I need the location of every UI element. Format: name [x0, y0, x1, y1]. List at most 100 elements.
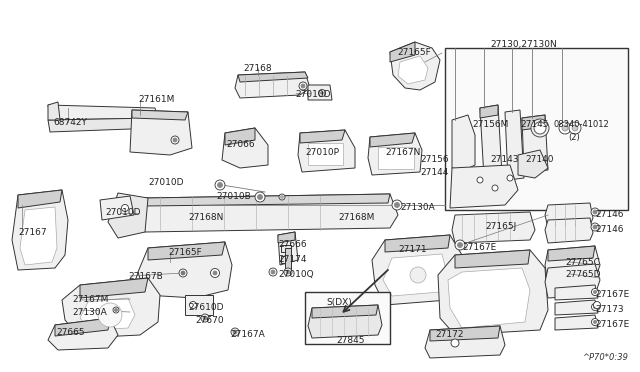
Polygon shape [62, 278, 160, 338]
Circle shape [218, 183, 223, 187]
Circle shape [319, 90, 326, 96]
Text: 27161M: 27161M [138, 95, 174, 104]
Polygon shape [138, 194, 398, 232]
Text: 27146: 27146 [595, 210, 623, 219]
Circle shape [115, 308, 118, 311]
Text: 27010D: 27010D [105, 208, 141, 217]
Polygon shape [145, 194, 390, 206]
Circle shape [173, 138, 177, 142]
Polygon shape [545, 246, 600, 283]
Circle shape [286, 270, 290, 274]
Polygon shape [555, 300, 598, 315]
Polygon shape [452, 212, 535, 243]
Polygon shape [545, 203, 593, 228]
Circle shape [231, 328, 239, 336]
Polygon shape [55, 318, 110, 336]
Circle shape [531, 119, 549, 137]
Polygon shape [385, 235, 450, 252]
Circle shape [179, 269, 187, 277]
Polygon shape [480, 105, 498, 118]
Bar [445, 48, 628, 210]
Polygon shape [438, 250, 548, 335]
Text: 27171: 27171 [398, 245, 427, 254]
Polygon shape [548, 246, 595, 261]
Text: 27167: 27167 [18, 228, 47, 237]
Text: 27143: 27143 [490, 155, 518, 164]
Circle shape [593, 210, 597, 214]
Text: 27010D: 27010D [295, 90, 330, 99]
Text: 27010B: 27010B [216, 192, 251, 201]
Text: 27165J: 27165J [485, 222, 516, 231]
Polygon shape [48, 118, 157, 132]
Circle shape [203, 316, 207, 320]
Circle shape [591, 223, 599, 231]
Text: 27167N: 27167N [385, 148, 420, 157]
Circle shape [591, 304, 598, 311]
Text: 27167M: 27167M [72, 295, 108, 304]
Text: 27174: 27174 [278, 255, 307, 264]
Circle shape [213, 271, 217, 275]
Polygon shape [505, 110, 524, 180]
Polygon shape [450, 165, 518, 208]
Polygon shape [222, 128, 268, 168]
Polygon shape [430, 326, 500, 341]
Polygon shape [522, 115, 548, 172]
Text: 27167E: 27167E [595, 320, 629, 329]
Circle shape [280, 196, 284, 199]
Polygon shape [312, 305, 378, 318]
Polygon shape [390, 42, 415, 62]
Polygon shape [545, 264, 600, 298]
Circle shape [410, 267, 426, 283]
Circle shape [269, 268, 277, 276]
Bar [378, 147, 414, 169]
Polygon shape [372, 235, 462, 305]
Polygon shape [238, 72, 308, 82]
Text: 27173: 27173 [595, 305, 623, 314]
Polygon shape [80, 298, 135, 330]
Text: S: S [536, 125, 541, 131]
Text: 27845: 27845 [336, 336, 365, 345]
Polygon shape [308, 85, 332, 100]
Polygon shape [132, 110, 188, 120]
Circle shape [211, 269, 220, 278]
Circle shape [569, 122, 581, 134]
Circle shape [591, 318, 598, 326]
Circle shape [392, 200, 402, 210]
Text: 08340-41012: 08340-41012 [554, 120, 610, 129]
Polygon shape [48, 102, 60, 120]
Text: 27165F: 27165F [397, 48, 431, 57]
Circle shape [455, 240, 465, 250]
Polygon shape [278, 232, 298, 265]
Text: 27156M: 27156M [472, 120, 508, 129]
Polygon shape [448, 268, 530, 328]
Polygon shape [555, 285, 598, 300]
Text: 27167B: 27167B [128, 272, 163, 281]
Polygon shape [18, 190, 62, 208]
Polygon shape [545, 218, 593, 243]
Circle shape [279, 194, 285, 200]
Circle shape [257, 195, 262, 199]
Circle shape [593, 225, 597, 229]
Text: 27144: 27144 [420, 168, 449, 177]
Polygon shape [48, 105, 158, 120]
Text: 27165F: 27165F [168, 248, 202, 257]
Text: 27156: 27156 [420, 155, 449, 164]
Text: 27130A: 27130A [72, 308, 107, 317]
Polygon shape [390, 42, 440, 90]
Circle shape [593, 291, 596, 294]
Polygon shape [452, 115, 475, 170]
Text: 27168M: 27168M [338, 213, 374, 222]
Polygon shape [308, 305, 382, 338]
Text: 27765C: 27765C [565, 258, 600, 267]
Text: 27140: 27140 [525, 155, 554, 164]
Polygon shape [278, 232, 295, 243]
Bar [281, 256, 291, 263]
Circle shape [593, 301, 600, 308]
Text: 27130A: 27130A [400, 203, 435, 212]
Circle shape [284, 268, 292, 276]
Text: (2): (2) [568, 133, 580, 142]
Polygon shape [108, 193, 148, 238]
Text: 27665: 27665 [56, 328, 84, 337]
Circle shape [321, 92, 323, 94]
Bar [185, 295, 213, 315]
